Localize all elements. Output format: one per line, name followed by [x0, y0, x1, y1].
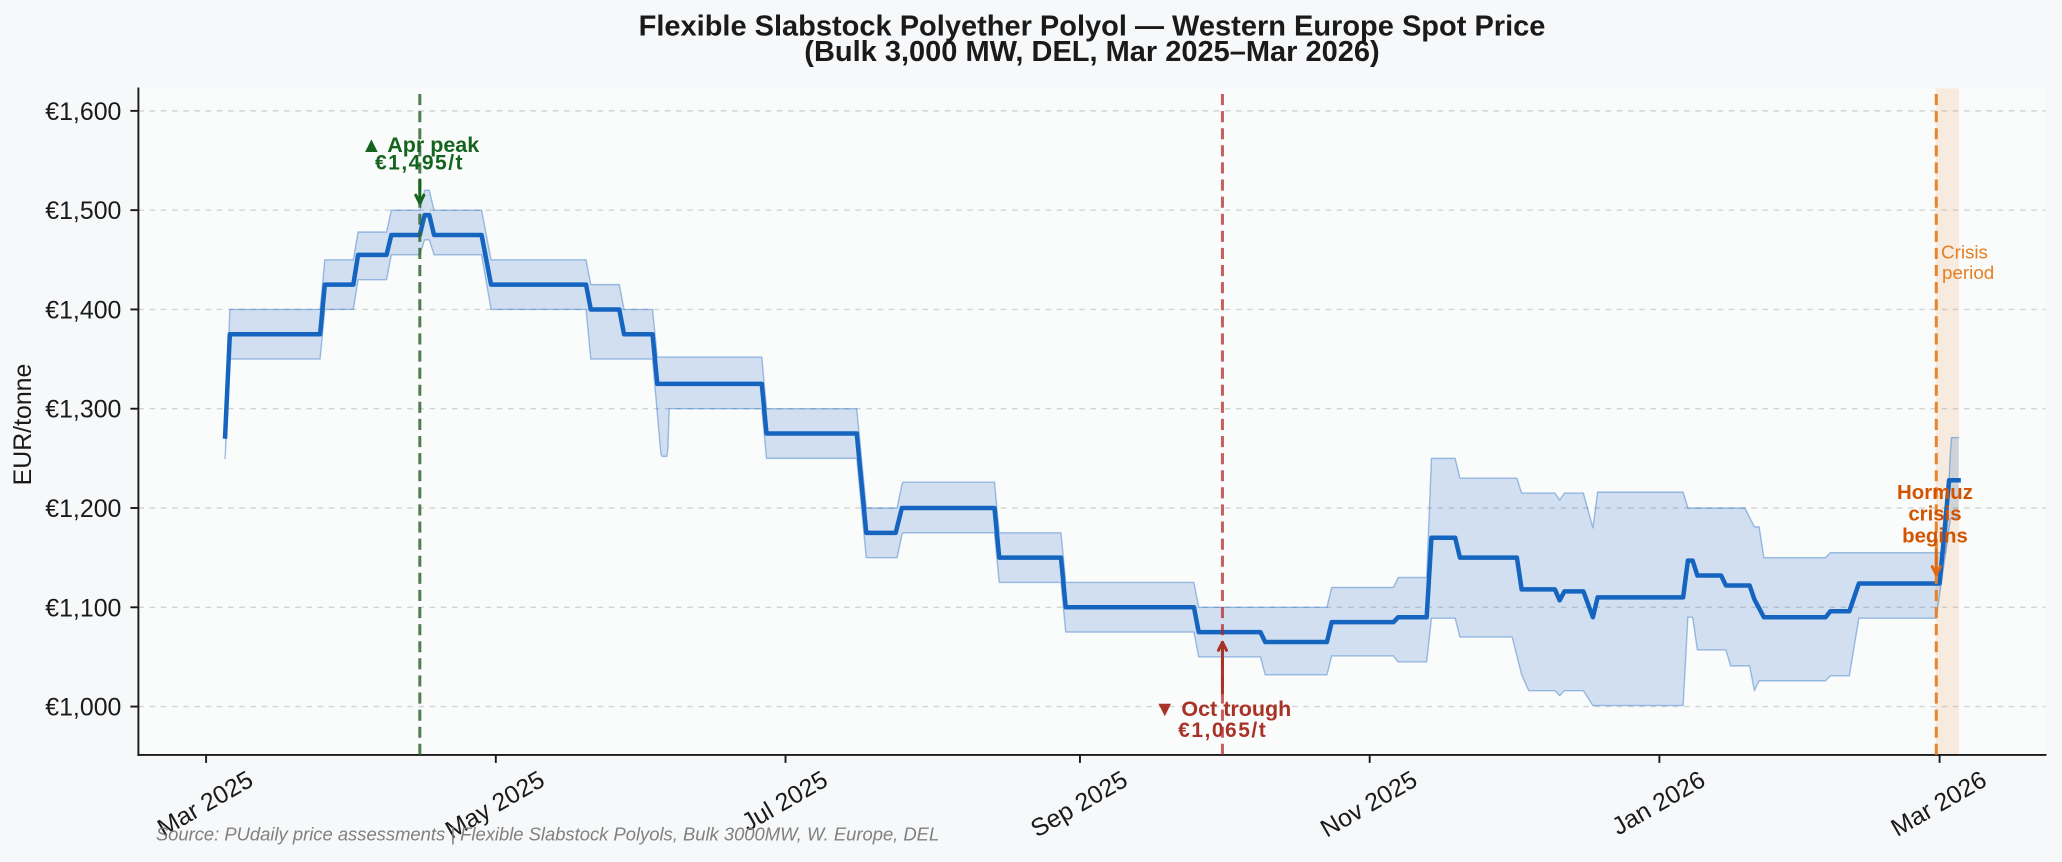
svg-text:Hormuz: Hormuz	[1897, 482, 1973, 504]
svg-text:€1,065/t: €1,065/t	[1178, 719, 1267, 742]
svg-text:€1,495/t: €1,495/t	[375, 152, 464, 175]
svg-text:€1,200: €1,200	[45, 495, 121, 523]
svg-text:EUR/tonne: EUR/tonne	[9, 364, 37, 486]
svg-text:period: period	[1942, 262, 1994, 283]
svg-text:Source: PUdaily price assessme: Source: PUdaily price assessments | Flex…	[156, 824, 939, 845]
svg-text:crisis: crisis	[1908, 504, 1961, 526]
svg-text:€1,100: €1,100	[45, 594, 121, 622]
svg-text:begins: begins	[1902, 525, 1968, 547]
svg-text:€1,300: €1,300	[45, 396, 121, 424]
svg-text:€1,400: €1,400	[45, 296, 121, 324]
svg-text:▼ Oct trough: ▼ Oct trough	[1154, 697, 1291, 721]
svg-text:(Bulk 3,000 MW, DEL, Mar 2025–: (Bulk 3,000 MW, DEL, Mar 2025–Mar 2026)	[804, 36, 1379, 68]
svg-text:€1,000: €1,000	[45, 694, 121, 722]
svg-text:€1,600: €1,600	[45, 98, 121, 126]
svg-text:Crisis: Crisis	[1941, 242, 1988, 263]
svg-text:€1,500: €1,500	[45, 197, 121, 225]
svg-text:▲ Apr peak: ▲ Apr peak	[361, 133, 480, 157]
svg-text:Flexible Slabstock Polyether P: Flexible Slabstock Polyether Polyol — We…	[639, 11, 1546, 43]
